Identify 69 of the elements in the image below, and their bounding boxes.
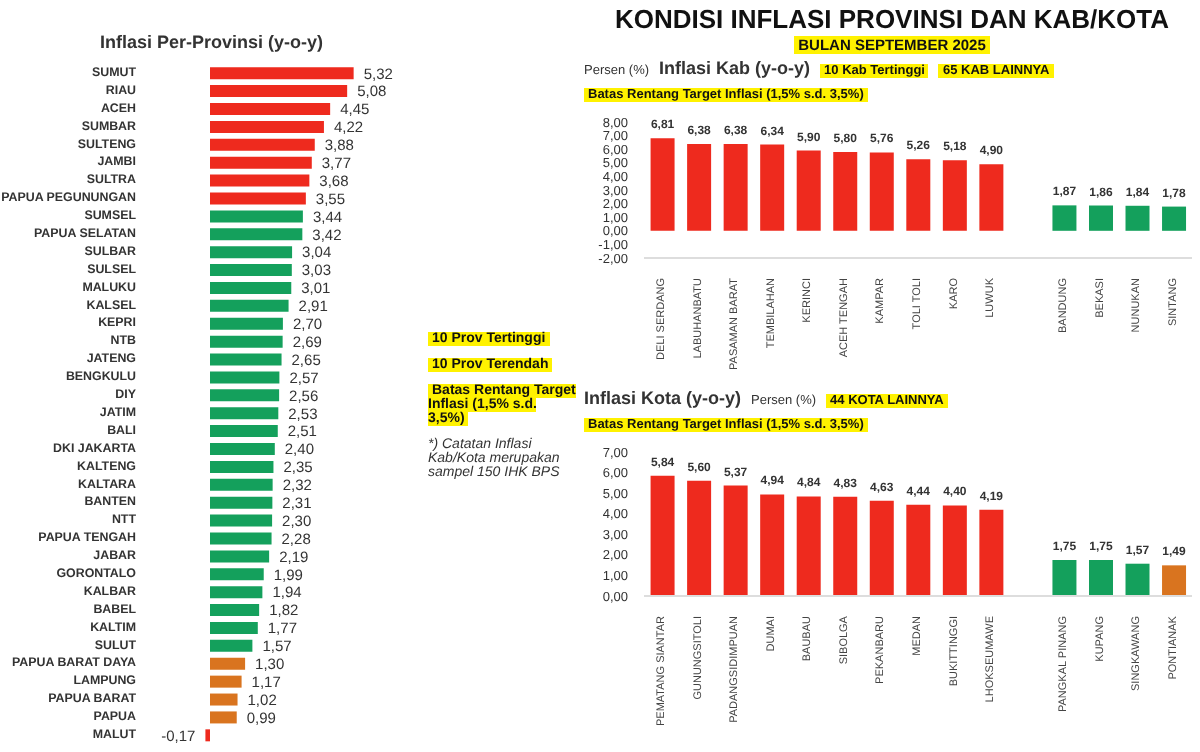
bar	[210, 514, 273, 527]
bar	[942, 505, 967, 596]
bar	[210, 693, 238, 706]
bar	[210, 299, 289, 312]
bar	[210, 317, 283, 330]
bar	[210, 407, 279, 420]
bar	[796, 496, 821, 596]
bar	[869, 500, 894, 596]
bar	[210, 604, 260, 617]
bar	[210, 389, 280, 402]
bar	[210, 138, 315, 151]
bar	[979, 164, 1004, 231]
bar	[760, 494, 785, 596]
bar	[210, 425, 278, 438]
bar	[210, 192, 306, 205]
bar	[979, 509, 1004, 596]
bar	[210, 246, 293, 259]
bar	[833, 151, 858, 231]
bar	[1125, 563, 1150, 596]
bar	[210, 496, 273, 509]
bar	[942, 160, 967, 231]
bar	[650, 138, 675, 231]
bar	[210, 460, 274, 473]
chart-title: Inflasi Per-Provinsi (y-o-y)	[100, 32, 326, 56]
bar	[210, 621, 258, 634]
bar	[906, 504, 931, 596]
bar	[210, 264, 292, 277]
bar	[210, 174, 310, 187]
bar	[210, 639, 253, 652]
bar	[723, 485, 748, 596]
bar	[210, 228, 303, 241]
bar	[1162, 565, 1187, 596]
bar	[210, 568, 264, 581]
text: Inflasi Kab (y-o-y)	[659, 58, 811, 78]
bar	[210, 103, 331, 116]
bar	[210, 371, 280, 384]
chart-title: KONDISI INFLASI PROVINSI DAN KAB/KOTA	[612, 4, 1172, 34]
bar	[1052, 560, 1077, 596]
bar	[869, 152, 894, 231]
bar	[210, 550, 270, 563]
bar	[210, 353, 282, 366]
bar	[210, 532, 272, 545]
bar	[210, 120, 324, 133]
bar	[760, 144, 785, 231]
bar	[1088, 205, 1113, 231]
bar	[210, 478, 273, 491]
bar	[1088, 560, 1113, 596]
bar	[210, 156, 312, 169]
bar	[210, 281, 292, 294]
bar	[650, 475, 675, 596]
bar	[687, 144, 712, 231]
bar	[210, 657, 246, 670]
bar	[1162, 206, 1187, 231]
chart-title: Inflasi Kota (y-o-y)	[584, 388, 742, 408]
bar	[210, 443, 275, 456]
bar	[1052, 205, 1077, 231]
bar	[210, 210, 303, 223]
bar	[796, 150, 821, 231]
bar	[210, 675, 242, 688]
bar	[687, 480, 712, 596]
bar	[833, 496, 858, 596]
bar	[210, 335, 283, 348]
bar	[906, 159, 931, 231]
bar	[210, 85, 348, 98]
bar	[1125, 205, 1150, 231]
bar	[210, 586, 263, 599]
bar	[210, 67, 354, 80]
bar	[723, 144, 748, 231]
bar	[210, 711, 237, 724]
